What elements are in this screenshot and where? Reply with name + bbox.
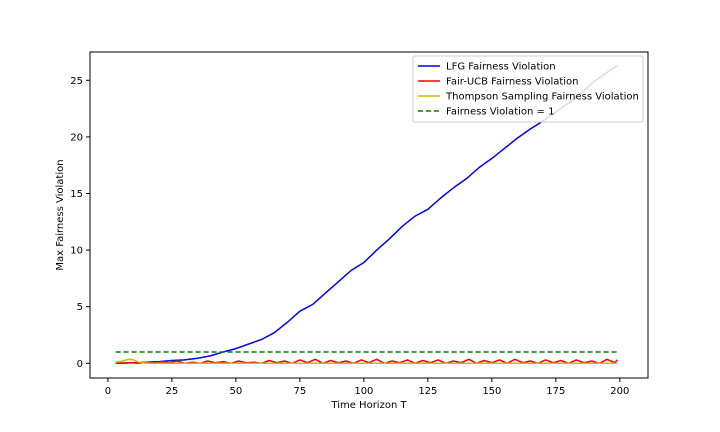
y-tick-label: 15 (70, 189, 83, 200)
ticks-layer: 0 25 50 75 100 125 150 175 200 0 5 10 15 20 25 (70, 76, 629, 397)
legend-label-fairness-violation-1: Fairness Violation = 1 (446, 107, 554, 118)
y-tick-label: 25 (70, 76, 83, 87)
series-layer (115, 64, 618, 365)
plot-area-frame (89, 51, 649, 379)
x-tick-label: 150 (482, 386, 501, 397)
legend-label-fair-ucb-fairness-violation: Fair-UCB Fairness Violation (446, 77, 579, 88)
y-axis-label: Max Fairness Violation (55, 159, 66, 270)
x-axis-label: Time Horizon T (330, 400, 407, 411)
x-tick-label: 175 (546, 386, 565, 397)
x-tick-label: 75 (294, 386, 307, 397)
legend-label-lfg-fairness-violation: LFG Fairness Violation (446, 62, 556, 73)
legend-label-thompson-sampling-fairness-violation: Thompson Sampling Fairness Violation (445, 92, 639, 103)
y-tick-label: 5 (77, 302, 83, 313)
x-tick-label: 25 (166, 386, 179, 397)
series-line-lfg-fairness-violation (115, 64, 618, 365)
x-tick-label: 100 (354, 386, 373, 397)
y-tick-label: 0 (77, 359, 83, 370)
legend-box (412, 55, 644, 123)
x-tick-label: 200 (610, 386, 629, 397)
x-tick-label: 50 (230, 386, 243, 397)
x-tick-label: 125 (418, 386, 437, 397)
y-tick-label: 20 (70, 132, 83, 143)
y-tick-label: 10 (70, 246, 83, 257)
series-line-thompson-sampling-fairness-violation (115, 358, 618, 365)
x-tick-label: 0 (105, 386, 111, 397)
legend: LFG Fairness Violation Fair-UCB Fairness … (412, 55, 644, 123)
